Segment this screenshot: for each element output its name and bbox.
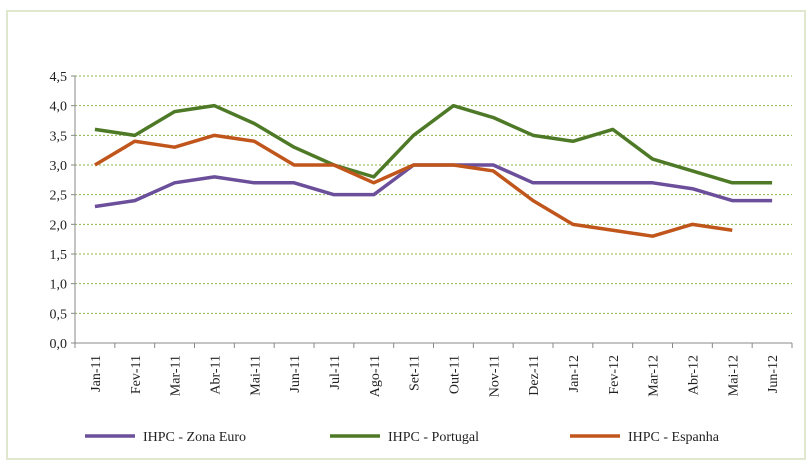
chart-frame (6, 10, 806, 460)
x-tick-label: Mai-11 (248, 355, 263, 396)
x-tick-label: Ago-11 (368, 355, 383, 397)
x-tick-label: Nov-11 (487, 355, 502, 397)
y-tick-label: 2,5 (50, 189, 68, 204)
legend-label: IHPC - Portugal (388, 430, 479, 445)
x-tick-label: Jul-11 (328, 355, 343, 389)
series-line (94, 133, 733, 238)
y-tick-label: 2,0 (50, 218, 68, 233)
x-tick-label: Mar-11 (169, 355, 184, 396)
y-tick-label: 1,0 (50, 278, 68, 293)
x-tick-label: Mai-12 (726, 355, 741, 396)
x-tick-label: Jan-11 (89, 355, 104, 392)
y-tick-label: 4,5 (50, 70, 68, 85)
x-tick-label: Jan-12 (567, 355, 582, 392)
x-tick-label: Abr-11 (208, 355, 223, 395)
x-tick-label: Jun-11 (288, 355, 303, 393)
y-tick-label: 4,0 (50, 100, 68, 115)
legend-label: IHPC - Zona Euro (143, 430, 246, 445)
x-tick-label: Jun-12 (766, 355, 781, 393)
x-tick-label: Fev-11 (129, 355, 144, 394)
y-tick-label: 1,5 (50, 248, 68, 263)
series-line (94, 103, 773, 185)
x-tick-label: Out-11 (447, 355, 462, 394)
y-tick-label: 0,5 (50, 307, 68, 322)
y-tick-label: 3,5 (50, 129, 68, 144)
x-tick-label: Mar-12 (647, 355, 662, 397)
y-tick-label: 0,0 (50, 337, 68, 352)
y-tick-label: 3,0 (50, 159, 68, 174)
x-tick-label: Fev-12 (607, 355, 622, 395)
x-tick-label: Dez-11 (527, 355, 542, 396)
x-tick-label: Set-11 (408, 355, 423, 391)
legend-label: IHPC - Espanha (628, 430, 720, 445)
x-tick-label: Abr-12 (686, 355, 701, 395)
series-line (94, 163, 773, 209)
